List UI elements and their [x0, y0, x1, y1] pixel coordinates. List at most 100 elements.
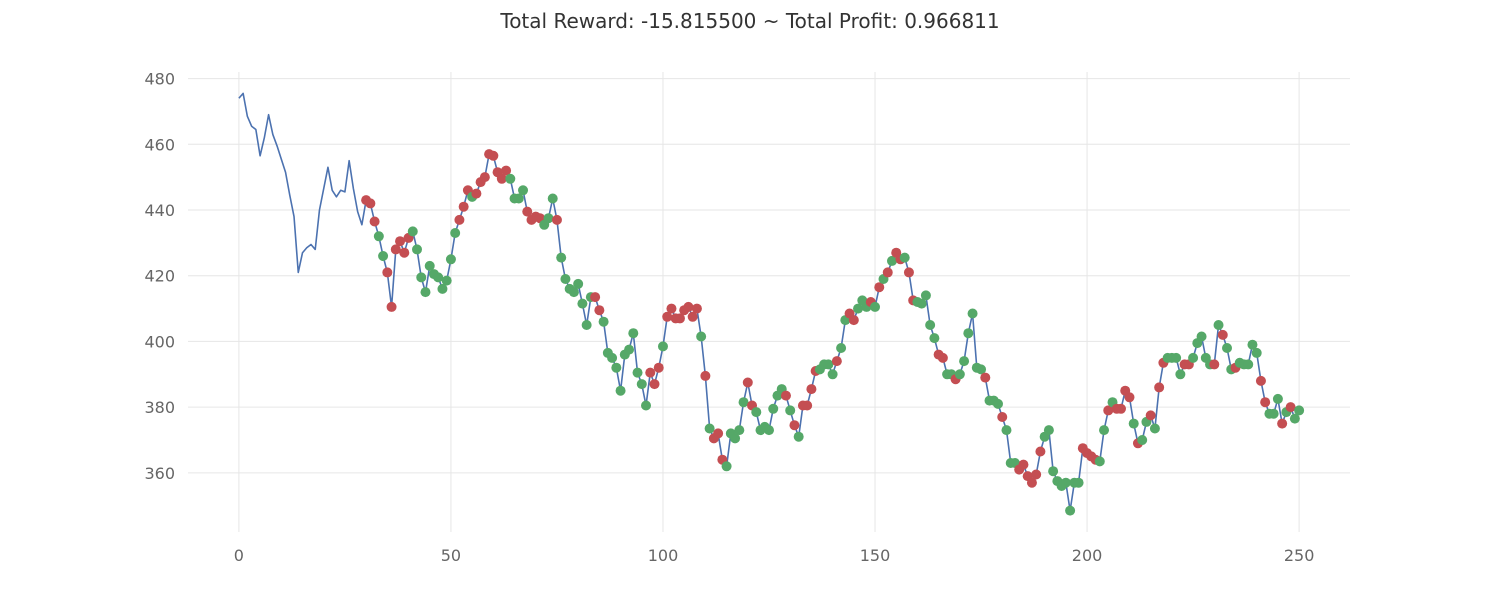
short-position-point: [1154, 382, 1165, 393]
long-position-point: [836, 343, 847, 353]
short-position-point: [390, 244, 401, 255]
short-position-point: [937, 352, 948, 363]
short-position-point: [551, 214, 562, 225]
short-position-point: [700, 370, 711, 381]
short-position-point: [479, 172, 490, 183]
long-position-point: [768, 403, 779, 414]
long-position-point: [1001, 425, 1012, 436]
long-position-point: [433, 272, 444, 283]
grid-lines: [188, 72, 1350, 532]
short-position-point: [496, 173, 507, 184]
long-position-point: [721, 461, 732, 472]
long-position-point: [730, 433, 741, 444]
long-position-point: [1065, 505, 1076, 516]
long-position-point: [959, 356, 970, 367]
short-position-point: [1277, 418, 1288, 429]
short-position-point: [683, 301, 694, 312]
short-position-point: [399, 247, 410, 258]
short-position-point: [903, 267, 914, 278]
long-position-point: [853, 303, 864, 314]
long-position-point: [518, 185, 529, 196]
short-position-point: [1285, 402, 1296, 413]
long-position-point: [577, 298, 588, 309]
long-position-point: [1196, 331, 1207, 342]
long-position-point: [1175, 369, 1186, 380]
x-tick-label: 100: [648, 546, 679, 565]
long-position-point: [967, 308, 978, 319]
long-position-point: [568, 287, 579, 298]
long-position-point: [657, 341, 668, 352]
y-tick-label: 420: [144, 267, 175, 286]
long-position-point: [624, 344, 635, 355]
short-position-point: [590, 292, 601, 303]
long-position-point: [764, 425, 774, 436]
long-position-point: [1137, 435, 1148, 445]
long-position-point: [954, 369, 965, 380]
long-position-point: [925, 320, 936, 330]
long-position-point: [407, 226, 418, 237]
long-position-point: [632, 367, 643, 378]
long-position-point: [437, 283, 448, 294]
long-position-point: [1294, 405, 1305, 416]
short-position-point: [780, 390, 791, 401]
short-position-point: [674, 313, 685, 324]
short-position-point: [1031, 469, 1042, 480]
long-position-point: [929, 333, 940, 344]
short-position-point: [980, 372, 991, 383]
long-position-point: [445, 254, 456, 265]
short-position-point: [1209, 359, 1220, 370]
y-tick-label: 380: [144, 398, 175, 417]
long-position-point: [734, 425, 745, 436]
short-position-point: [997, 412, 1008, 422]
position-markers: [361, 149, 1305, 516]
price-series: [238, 92, 1304, 512]
long-position-point: [916, 298, 927, 309]
short-position-point: [382, 267, 393, 278]
y-tick-label: 460: [144, 135, 175, 154]
long-position-point: [1243, 359, 1254, 370]
long-position-point: [886, 255, 897, 266]
short-position-point: [649, 379, 660, 390]
x-tick-label: 50: [441, 546, 461, 565]
long-position-point: [560, 274, 571, 284]
long-position-point: [704, 423, 715, 434]
long-position-point: [420, 287, 431, 298]
long-position-point: [581, 320, 592, 330]
y-tick-label: 480: [144, 70, 175, 89]
long-position-point: [1213, 320, 1224, 330]
short-position-point: [874, 282, 885, 293]
chart-title: Total Reward: -15.815500 ~ Total Profit:…: [499, 9, 999, 33]
short-position-point: [365, 198, 376, 209]
long-position-point: [505, 173, 516, 184]
short-position-point: [386, 301, 397, 312]
long-position-point: [412, 244, 423, 255]
long-position-point: [1251, 347, 1262, 358]
short-position-point: [1145, 410, 1156, 421]
short-position-point: [1124, 392, 1135, 403]
long-position-point: [1272, 393, 1283, 404]
short-position-point: [454, 214, 465, 225]
long-position-point: [636, 379, 647, 390]
x-tick-label: 200: [1072, 546, 1103, 565]
long-position-point: [556, 252, 567, 263]
short-position-point: [666, 303, 677, 314]
long-position-point: [641, 400, 652, 411]
long-position-point: [1099, 425, 1110, 436]
long-position-point: [628, 328, 639, 339]
axis-ticks: 0 50 100 150 200 250 360 380 400 420 440 460 480: [144, 70, 1314, 565]
short-position-point: [687, 311, 698, 322]
y-tick-label: 400: [144, 332, 175, 351]
long-position-point: [450, 228, 461, 238]
short-position-point: [713, 428, 724, 439]
long-position-point: [1094, 456, 1105, 467]
short-position-point: [1217, 329, 1228, 340]
long-position-point: [1128, 418, 1139, 429]
short-position-point: [488, 150, 499, 161]
short-position-point: [806, 384, 817, 395]
short-position-point: [802, 400, 813, 411]
short-position-point: [1115, 403, 1126, 414]
long-position-point: [598, 316, 609, 327]
long-position-point: [1073, 477, 1084, 488]
long-position-point: [993, 398, 1004, 409]
